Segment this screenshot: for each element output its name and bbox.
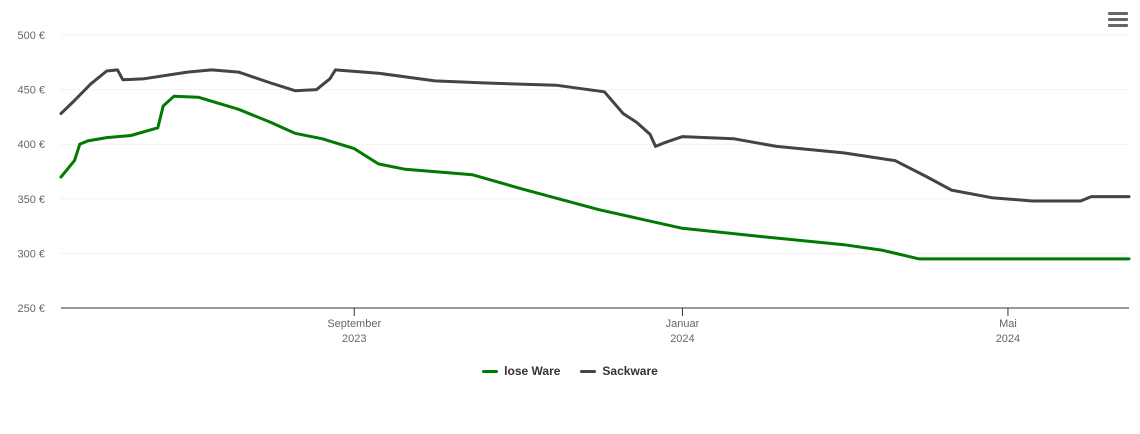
x-tick-label-year: 2023: [342, 333, 366, 345]
x-tick-label: September: [327, 318, 381, 330]
y-tick-label: 250 €: [17, 303, 45, 315]
y-grid: [61, 34, 1129, 254]
series-line-sackware: [59, 68, 1131, 203]
legend: lose Ware Sackware: [0, 364, 1140, 378]
series-lines: [59, 68, 1131, 261]
y-tick-label: 300 €: [17, 248, 45, 260]
legend-label-sackware: Sackware: [602, 364, 658, 378]
hamburger-menu-icon[interactable]: [1108, 12, 1128, 30]
legend-label-lose-ware: lose Ware: [504, 364, 561, 378]
legend-item-lose-ware[interactable]: lose Ware: [482, 364, 560, 378]
x-tick-label-year: 2024: [670, 333, 694, 345]
y-tick-label: 450 €: [17, 85, 45, 97]
x-tick-label: Januar: [666, 318, 700, 330]
legend-swatch-lose-ware: [482, 369, 499, 373]
y-axis-labels: 250 € 300 € 350 € 400 € 450 € 500 €: [17, 30, 45, 315]
legend-item-sackware[interactable]: Sackware: [580, 364, 658, 378]
y-tick-label: 350 €: [17, 194, 45, 206]
x-axis: September 2023 Januar 2024 Mai 2024: [61, 307, 1129, 345]
series-line-lose-ware: [59, 94, 1131, 261]
x-tick-label-year: 2024: [996, 333, 1020, 345]
x-tick-label: Mai: [999, 318, 1017, 330]
y-tick-label: 500 €: [17, 30, 45, 42]
y-tick-label: 400 €: [17, 139, 45, 151]
legend-swatch-sackware: [580, 369, 597, 373]
